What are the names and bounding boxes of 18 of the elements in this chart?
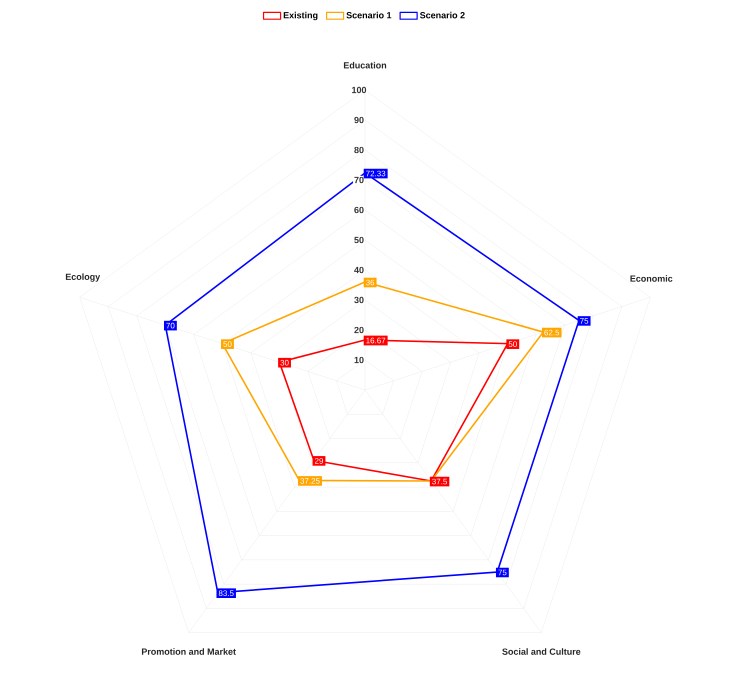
legend-label: Existing [284, 12, 318, 20]
y-tick-label: 60 [354, 206, 364, 214]
legend-label: Scenario 1 [346, 12, 392, 18]
spoke-label: Education [344, 62, 386, 68]
spoke-label: Economic [630, 275, 672, 282]
y-tick-label: 90 [354, 116, 364, 124]
y-tick-label: 100 [352, 86, 366, 94]
legend-label: Scenario 2 [420, 12, 465, 18]
y-tick-label: 70 [354, 176, 364, 184]
y-tick-label: 10 [354, 356, 364, 364]
y-tick-label: 40 [354, 266, 364, 274]
y-tick-label: 20 [354, 326, 364, 334]
spoke-label: Promotion and Market [142, 648, 236, 655]
y-tick-label: 30 [354, 296, 364, 304]
y-tick-label: 80 [354, 146, 364, 154]
spoke-label: Social and Culture [502, 648, 580, 655]
y-tick-label: 50 [354, 236, 364, 244]
spoke-label: Ecology [66, 273, 100, 282]
